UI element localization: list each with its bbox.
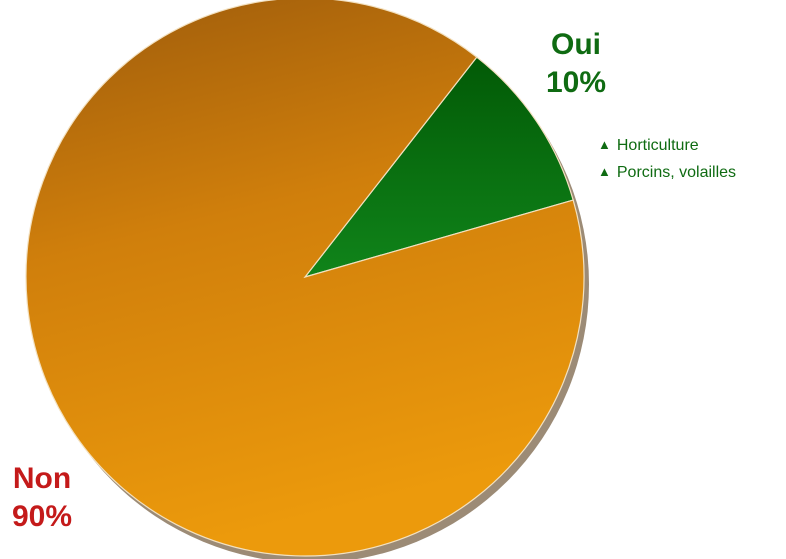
slice-label-non-name: Non bbox=[12, 462, 72, 495]
slice-label-oui-name: Oui bbox=[551, 28, 601, 61]
slice-label-oui: Oui 10% bbox=[530, 26, 622, 102]
slice-label-non: Non 90% bbox=[0, 460, 84, 536]
slice-label-oui-value: 10% bbox=[545, 66, 607, 99]
pie-slice-non bbox=[25, 0, 585, 557]
triangle-up-icon: ▲ bbox=[598, 137, 611, 152]
pie-slice-oui bbox=[303, 56, 574, 279]
annotation-list: ▲ Horticulture ▲ Porcins, volailles bbox=[598, 132, 736, 186]
triangle-up-icon: ▲ bbox=[598, 164, 611, 179]
annotation-item-horticulture: ▲ Horticulture bbox=[598, 132, 736, 159]
annotation-text: Porcins, volailles bbox=[616, 164, 737, 181]
annotation-item-porcins-volailles: ▲ Porcins, volailles bbox=[598, 159, 736, 186]
slice-label-non-value: 90% bbox=[11, 500, 73, 533]
annotation-text: Horticulture bbox=[616, 137, 699, 154]
